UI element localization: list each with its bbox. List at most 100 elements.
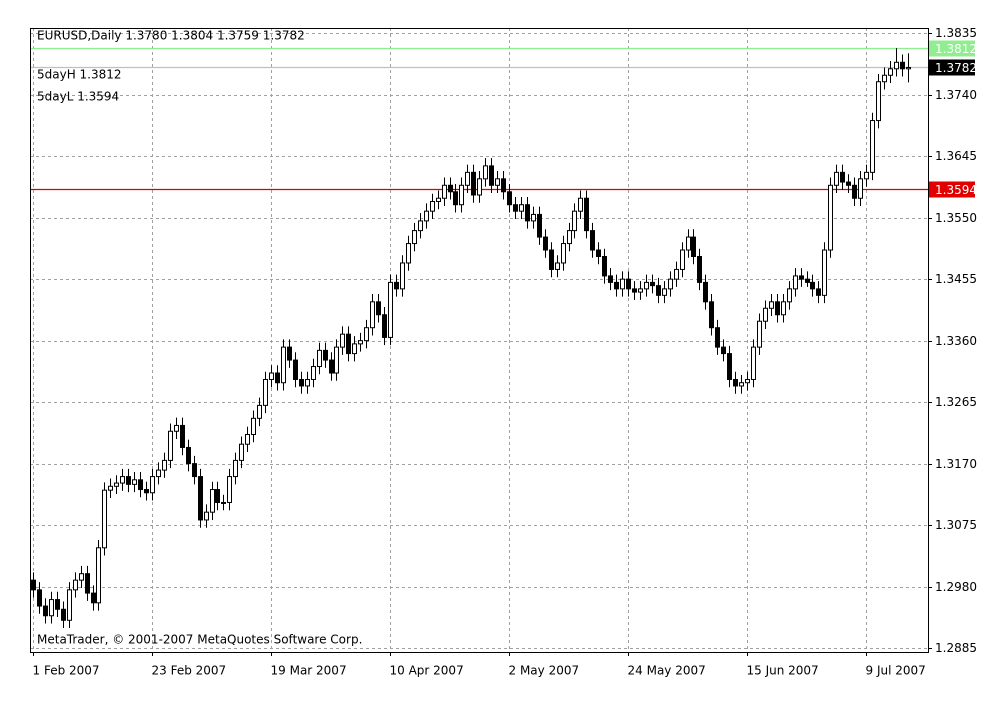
- plot-frame: [30, 28, 929, 653]
- candle-body: [299, 378, 304, 387]
- candle-body: [596, 249, 601, 257]
- candle-body: [340, 333, 345, 348]
- candle-body: [846, 181, 851, 186]
- candle-body: [799, 275, 804, 280]
- candle-body: [459, 184, 464, 206]
- candle-body: [168, 430, 173, 461]
- candle-body: [96, 547, 101, 604]
- candle-body: [102, 489, 107, 549]
- x-tick-label: 2 May 2007: [509, 664, 580, 678]
- candle-body: [549, 249, 554, 270]
- candle-body: [311, 366, 316, 380]
- candle-body: [144, 489, 149, 494]
- candle-body: [406, 243, 411, 264]
- candle-body: [668, 278, 673, 290]
- candle-body: [424, 210, 429, 222]
- annotation: 5dayH 1.3812: [37, 68, 122, 82]
- candle-body: [805, 278, 810, 283]
- candle-body: [370, 301, 375, 329]
- candle-body: [305, 378, 310, 387]
- candle-body: [680, 249, 685, 270]
- candle-body: [513, 204, 518, 212]
- level-label-bg: [929, 181, 975, 198]
- candle-body: [567, 230, 572, 245]
- candle-body: [334, 346, 339, 374]
- candle-body: [787, 288, 792, 303]
- candle-body: [578, 197, 583, 212]
- candle-body: [388, 281, 393, 338]
- candle-body: [876, 81, 881, 122]
- candle-body: [418, 220, 423, 232]
- candle-body: [537, 213, 542, 238]
- candle-body: [382, 314, 387, 338]
- candle-body: [162, 459, 167, 471]
- candle-body: [686, 236, 691, 251]
- candle-body: [31, 579, 36, 591]
- candle-body: [674, 268, 679, 280]
- candle-body: [108, 485, 113, 491]
- candle-body: [721, 346, 726, 355]
- candle-body: [709, 301, 714, 329]
- candle-body: [442, 184, 447, 199]
- candle-body: [733, 378, 738, 387]
- candle-body: [638, 288, 643, 293]
- candle-body: [620, 278, 625, 290]
- level-label-bg: [929, 40, 975, 57]
- candle-body: [412, 230, 417, 245]
- candle-body: [430, 200, 435, 212]
- candle-body: [662, 288, 667, 296]
- candle-body: [245, 434, 250, 445]
- candle-body: [436, 197, 441, 202]
- x-tick-label: 9 Jul 2007: [866, 664, 926, 678]
- candle-body: [822, 249, 827, 296]
- candle-body: [91, 592, 96, 604]
- y-tick-label: 1.3835: [935, 26, 977, 40]
- candle-body: [739, 382, 744, 387]
- y-tick-label: 1.2980: [935, 580, 977, 594]
- candle-body: [489, 165, 494, 186]
- candle-body: [543, 236, 548, 251]
- y-tick-label: 1.3455: [935, 272, 977, 286]
- candle-body: [293, 359, 298, 380]
- candle-body: [269, 372, 274, 380]
- candle-body: [323, 349, 328, 361]
- candle-body: [858, 178, 863, 199]
- candle-body: [85, 573, 90, 594]
- candle-body: [483, 165, 488, 180]
- y-tick-label: 1.3740: [935, 88, 977, 102]
- candle-body: [894, 61, 899, 70]
- candle-body: [156, 469, 161, 478]
- candle-body: [650, 281, 655, 287]
- y-tick-label: 1.3265: [935, 395, 977, 409]
- candle-body: [697, 255, 702, 283]
- candle-body: [215, 489, 220, 503]
- footer: MetaTrader, © 2001-2007 MetaQuotes Softw…: [37, 633, 362, 647]
- x-tick-label: 24 May 2007: [628, 664, 706, 678]
- candle-body: [531, 213, 536, 222]
- candle-body: [180, 424, 185, 448]
- candle-body: [114, 482, 119, 487]
- candle-body: [745, 378, 750, 384]
- candle-body: [888, 68, 893, 76]
- candle-body: [126, 476, 131, 485]
- candle-body: [448, 184, 453, 193]
- candle-body: [477, 178, 482, 196]
- candle-body: [900, 61, 905, 70]
- candle-body: [251, 417, 256, 436]
- candle-body: [882, 74, 887, 83]
- candle-body: [394, 281, 399, 290]
- candle-body: [525, 204, 530, 222]
- candle-body: [507, 191, 512, 206]
- axes: 1.2885 1.2980 1.3075 1.3170 1.3265 1.3360 1.34…: [33, 26, 978, 678]
- candle-body: [329, 359, 334, 374]
- candle-body: [602, 255, 607, 277]
- candle-body: [453, 191, 458, 206]
- candle-body: [495, 178, 500, 186]
- candle-body: [519, 204, 524, 212]
- y-tick-label: 1.3170: [935, 457, 977, 471]
- candles: [31, 48, 911, 629]
- candle-body: [501, 178, 506, 193]
- candle-body: [584, 197, 589, 232]
- candle-body: [763, 307, 768, 322]
